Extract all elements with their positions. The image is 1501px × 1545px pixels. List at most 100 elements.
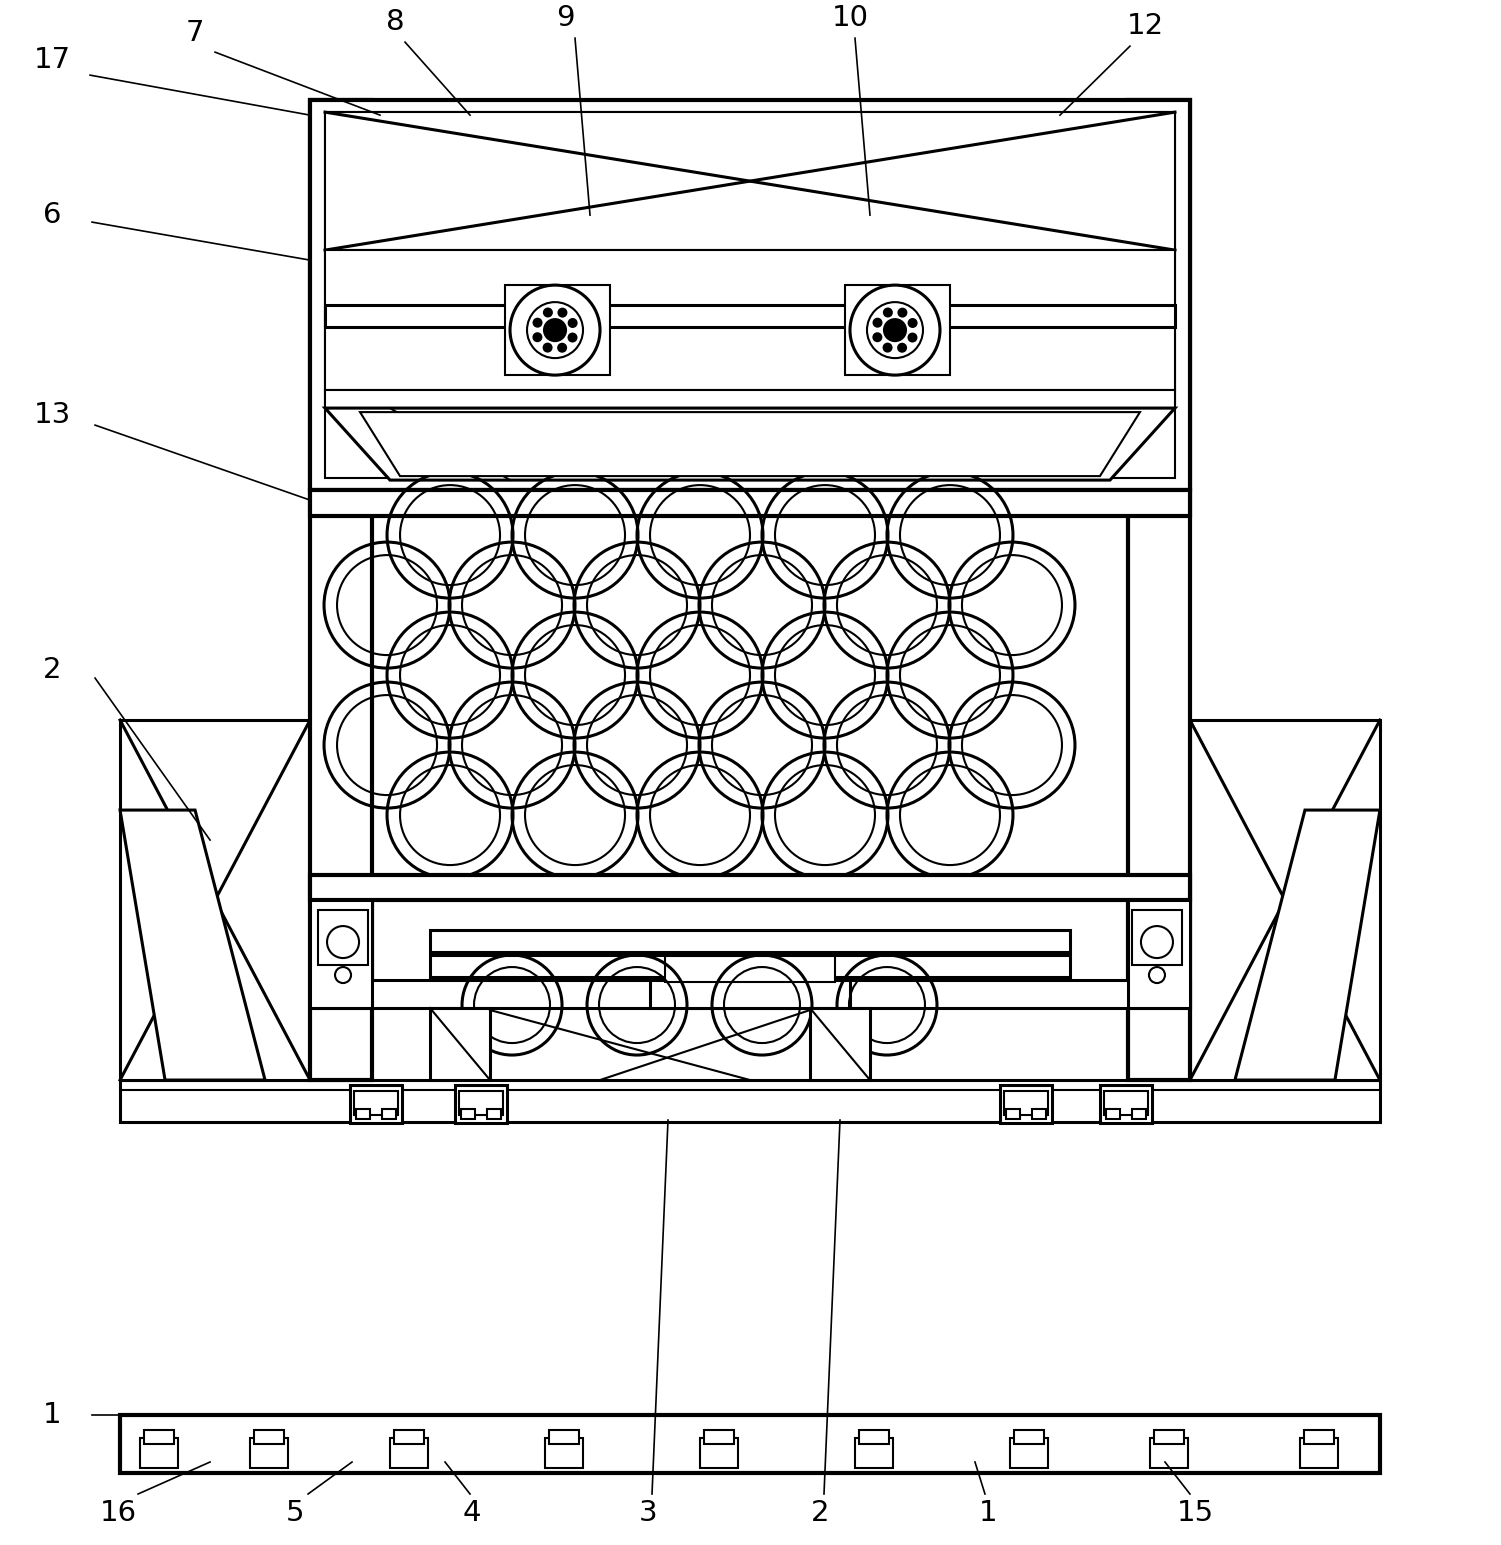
Bar [140,1438,179,1468]
Bar [326,113,1175,250]
Bar [1015,1431,1045,1445]
Text: 5: 5 [285,1499,305,1526]
Bar [1033,1109,1046,1119]
Bar [859,1431,889,1445]
Bar [665,956,835,983]
Text: 2: 2 [44,657,62,684]
Bar [311,100,372,1080]
Bar [429,955,1070,976]
Text: 1: 1 [979,1499,997,1526]
Text: 8: 8 [386,8,404,36]
Bar [395,1431,423,1445]
Circle shape [542,343,552,352]
Text: 2: 2 [811,1499,829,1526]
Polygon shape [360,413,1139,476]
Bar [1150,1438,1187,1468]
Bar [1127,100,1190,1080]
Bar [1132,1109,1145,1119]
Bar [311,100,1190,490]
Bar [1127,901,1190,1007]
Bar [811,1007,871,1080]
Bar [455,1085,507,1123]
Bar [1000,1085,1052,1123]
Bar [549,1431,579,1445]
Bar [311,874,1190,901]
Circle shape [567,332,578,343]
Circle shape [908,332,917,343]
Bar [1190,720,1379,1080]
Bar [120,720,311,1080]
Circle shape [908,318,917,328]
Bar [356,1109,371,1119]
Text: 10: 10 [832,5,869,32]
Bar [318,910,368,966]
Bar [120,1080,1379,1122]
Bar [1304,1431,1334,1445]
Bar [311,980,1190,1007]
Bar [311,490,1190,516]
Circle shape [557,343,567,352]
Bar [545,1438,582,1468]
Bar [120,1415,1379,1472]
Polygon shape [120,810,266,1080]
Polygon shape [326,408,1175,480]
Circle shape [533,318,542,328]
Text: 9: 9 [555,5,575,32]
Bar [383,1109,396,1119]
Bar [845,286,950,375]
Text: 3: 3 [639,1499,657,1526]
Bar [704,1431,734,1445]
Text: 16: 16 [99,1499,137,1526]
Bar [311,901,372,1007]
Circle shape [872,332,883,343]
Circle shape [533,332,542,343]
Bar [326,389,1175,408]
Circle shape [884,320,907,341]
Bar [354,1091,398,1115]
Circle shape [883,343,893,352]
Bar [1006,1109,1021,1119]
Bar [1300,1438,1337,1468]
Bar [650,980,850,1007]
Text: 7: 7 [186,19,204,48]
Circle shape [543,320,566,341]
Bar [856,1438,893,1468]
Circle shape [557,307,567,318]
Bar [326,250,1175,389]
Circle shape [872,318,883,328]
Text: 17: 17 [33,46,71,74]
Text: 4: 4 [462,1499,482,1526]
Bar [1106,1109,1120,1119]
Bar [461,1109,474,1119]
Bar [254,1431,284,1445]
Circle shape [883,307,893,317]
Bar [251,1438,288,1468]
Bar [390,1438,428,1468]
Bar [144,1431,174,1445]
Text: 1: 1 [42,1401,62,1429]
Bar [486,1109,501,1119]
Bar [1010,1438,1048,1468]
Text: 15: 15 [1177,1499,1213,1526]
Text: 6: 6 [44,201,62,229]
Bar [699,1438,738,1468]
Text: 12: 12 [1126,12,1163,40]
Bar [429,1007,489,1080]
Bar [326,304,1175,328]
Bar [1132,910,1181,966]
Text: 13: 13 [33,402,71,430]
Circle shape [567,318,578,328]
Bar [350,1085,402,1123]
Bar [1154,1431,1184,1445]
Bar [429,930,1070,952]
Polygon shape [1235,810,1379,1080]
Bar [1103,1091,1148,1115]
Circle shape [543,307,552,317]
Bar [326,113,1175,477]
Circle shape [898,307,908,318]
Bar [1004,1091,1048,1115]
Bar [504,286,609,375]
Bar [459,1091,503,1115]
Circle shape [898,343,907,352]
Bar [1100,1085,1151,1123]
